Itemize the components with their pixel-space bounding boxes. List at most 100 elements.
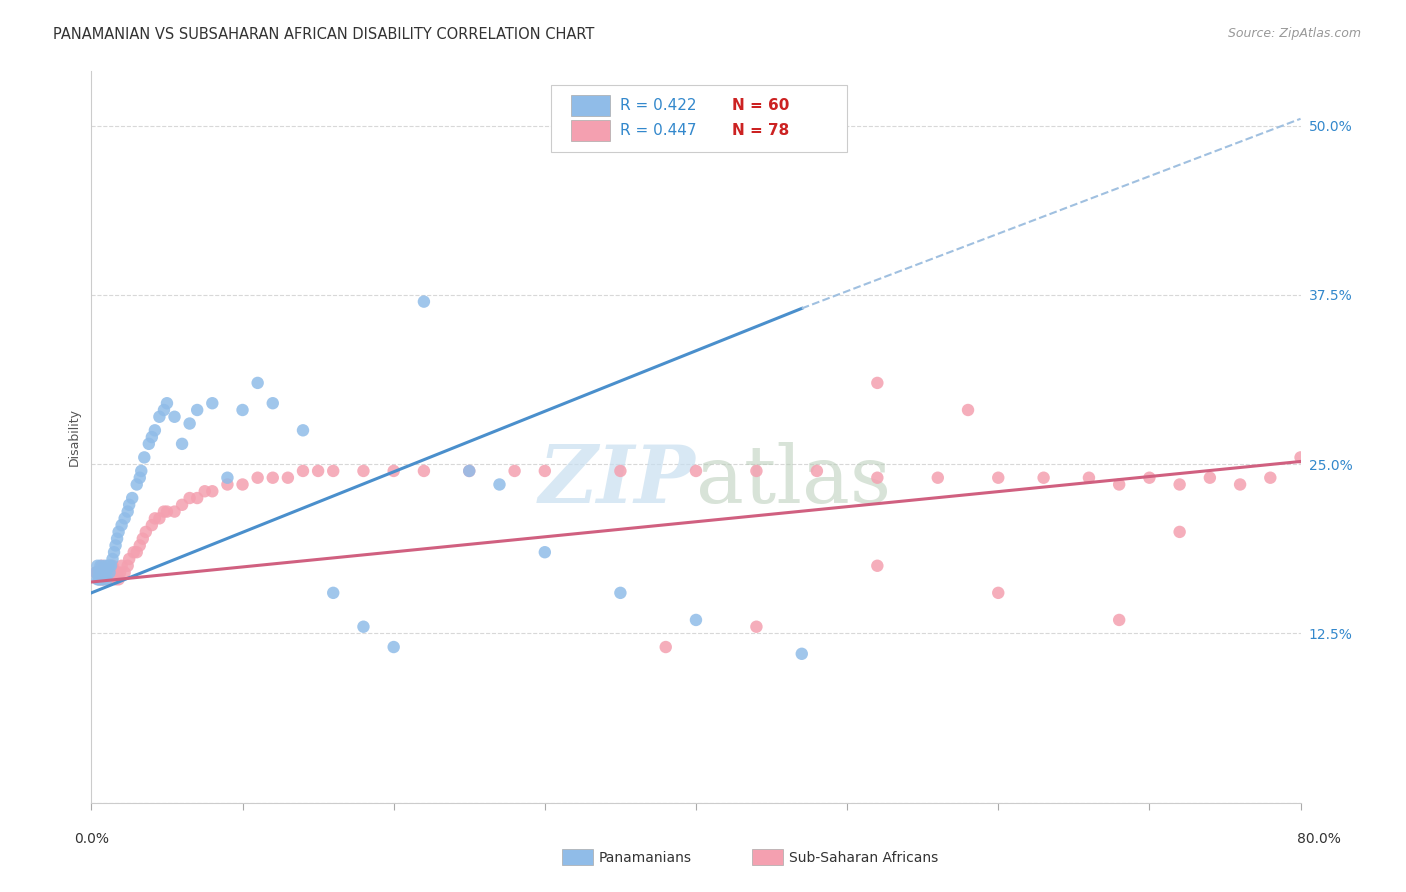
Point [141,430,163,444]
Point [121,491,143,505]
Point [114,511,136,525]
Point [262,396,284,410]
Text: R = 0.447: R = 0.447 [620,123,696,138]
Point [96,566,118,580]
Point [97,566,120,580]
Point [87,566,110,580]
Point [987,586,1010,600]
Point [156,396,179,410]
Point [128,538,150,552]
Point [186,491,208,505]
Point [94,558,117,573]
FancyBboxPatch shape [571,120,610,141]
Point [153,403,176,417]
Point [322,464,344,478]
Point [1032,471,1054,485]
Point [163,505,186,519]
Point [458,464,481,478]
Point [246,376,269,390]
Point [1077,471,1099,485]
Text: ZIP: ZIP [538,442,696,520]
Point [231,403,253,417]
Point [609,586,631,600]
Point [217,471,239,485]
Point [956,403,979,417]
Point [122,545,145,559]
Text: N = 78: N = 78 [733,123,790,138]
Point [217,477,239,491]
Point [93,572,115,586]
Point [382,640,405,654]
Point [89,566,111,580]
Point [87,566,110,580]
Point [488,477,510,491]
Point [98,566,121,580]
Point [103,545,125,559]
Point [105,532,128,546]
Point [201,396,224,410]
Point [1198,471,1220,485]
Point [143,423,166,437]
Point [98,566,121,580]
Point [141,518,163,533]
Point [179,417,201,431]
Point [1260,471,1282,485]
Point [84,566,107,580]
Point [87,572,110,586]
Point [104,572,127,586]
Point [503,464,526,478]
Point [927,471,949,485]
Point [172,437,194,451]
Point [98,558,121,573]
Point [108,566,131,580]
Point [231,477,253,491]
Point [89,558,111,573]
Point [609,464,631,478]
Point [86,558,108,573]
Point [128,471,150,485]
Point [105,566,128,580]
Point [1229,477,1251,491]
Point [87,572,110,586]
Text: Sub-Saharan Africans: Sub-Saharan Africans [789,851,938,865]
Point [790,647,813,661]
Point [148,409,170,424]
Point [163,409,186,424]
Point [148,511,170,525]
Point [135,524,157,539]
Point [94,566,117,580]
Point [89,566,111,580]
Point [292,464,315,478]
Point [91,558,114,573]
Point [94,566,117,580]
Point [866,376,889,390]
Point [307,464,329,478]
Point [987,471,1010,485]
Point [89,572,111,586]
Point [134,450,156,465]
Point [201,484,224,499]
Point [125,545,148,559]
Point [352,620,374,634]
Point [86,572,108,586]
Text: N = 60: N = 60 [733,98,790,113]
Point [91,572,114,586]
Point [1139,471,1161,485]
Point [101,552,124,566]
Point [86,566,108,580]
Point [246,471,269,485]
Text: 80.0%: 80.0% [1296,832,1341,846]
Point [111,518,132,533]
Point [262,471,284,485]
Text: PANAMANIAN VS SUBSAHARAN AFRICAN DISABILITY CORRELATION CHART: PANAMANIAN VS SUBSAHARAN AFRICAN DISABIL… [53,27,595,42]
Point [118,552,141,566]
Point [100,558,122,573]
Point [533,464,555,478]
Point [125,477,148,491]
Point [413,464,436,478]
Point [104,538,127,552]
Point [1168,524,1191,539]
Point [114,566,136,580]
Point [118,498,141,512]
Point [1168,477,1191,491]
